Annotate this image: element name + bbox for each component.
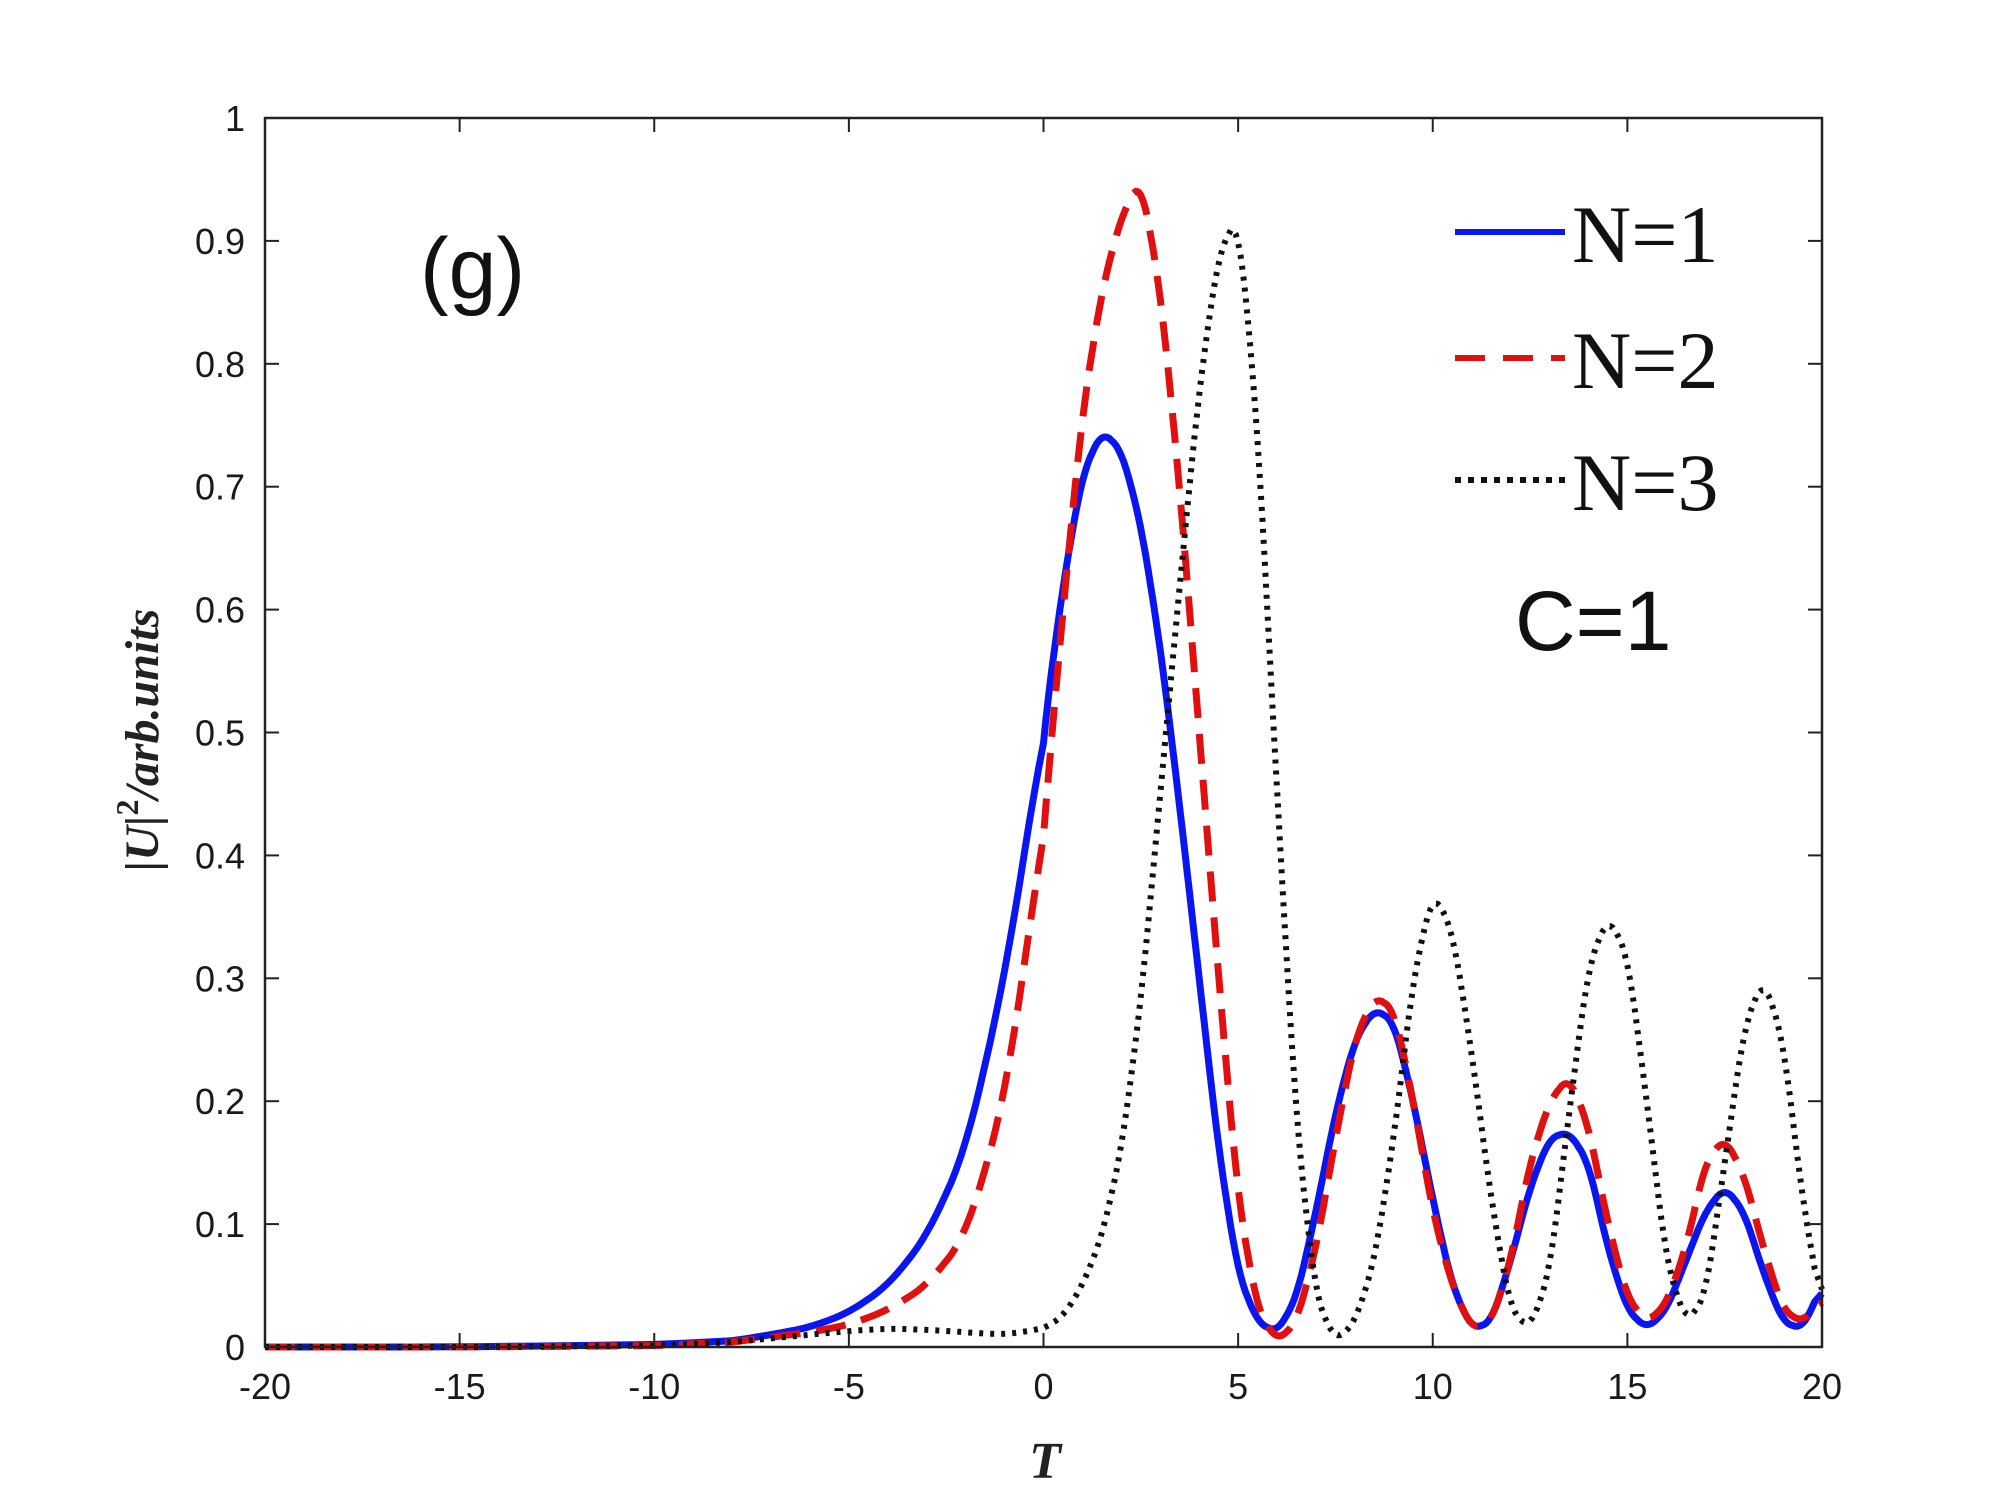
x-tick-label: -15 (434, 1366, 486, 1407)
y-tick-label: 0.5 (195, 713, 245, 754)
ticks-layer: -20 -15 -10 -5 0 5 10 15 20 0 0.1 0.2 0.3 0.4 0.5 0.6 0.… (195, 98, 1842, 1407)
legend: N=1 N=2 N=3 (1455, 189, 1718, 528)
legend-label-n3: N=3 (1572, 437, 1718, 528)
x-tick-label: -20 (239, 1366, 291, 1407)
y-tick-label: 0.2 (195, 1081, 245, 1122)
panel-label: (g) (420, 221, 525, 317)
y-tick-label: 0.7 (195, 467, 245, 508)
y-tick-label: 1 (225, 98, 245, 139)
x-tick-label: 20 (1802, 1366, 1842, 1407)
series-line-n1 (265, 433, 1825, 1351)
y-tick-label: 0 (225, 1327, 245, 1368)
series-line-n3 (265, 226, 1825, 1350)
annotation-c1: C=1 (1515, 574, 1671, 668)
y-tick-label: 0.4 (195, 835, 245, 876)
y-axis-label-exponent: 2 (109, 799, 145, 815)
legend-label-n1: N=1 (1572, 189, 1718, 280)
x-tick-label: -5 (833, 1366, 865, 1407)
legend-label-n2: N=2 (1572, 315, 1718, 406)
y-axis-label: |U|2/arb.units (109, 609, 169, 872)
y-tick-label: 0.9 (195, 221, 245, 262)
y-tick-label: 0.1 (195, 1204, 245, 1245)
x-tick-label: 15 (1607, 1366, 1647, 1407)
x-tick-label: -10 (628, 1366, 680, 1407)
series-line-n2 (265, 187, 1824, 1351)
y-tick-label: 0.8 (195, 344, 245, 385)
series-layer (265, 187, 1825, 1351)
x-tick-label: 10 (1413, 1366, 1453, 1407)
x-axis-label: T (1029, 1433, 1063, 1490)
y-axis-label-main: |U| (116, 815, 169, 871)
y-tick-label: 0.6 (195, 590, 245, 631)
y-axis-label-units: /arb.units (116, 609, 169, 803)
x-tick-label: 5 (1228, 1366, 1248, 1407)
y-tick-label: 0.3 (195, 958, 245, 999)
x-tick-label: 0 (1033, 1366, 1053, 1407)
